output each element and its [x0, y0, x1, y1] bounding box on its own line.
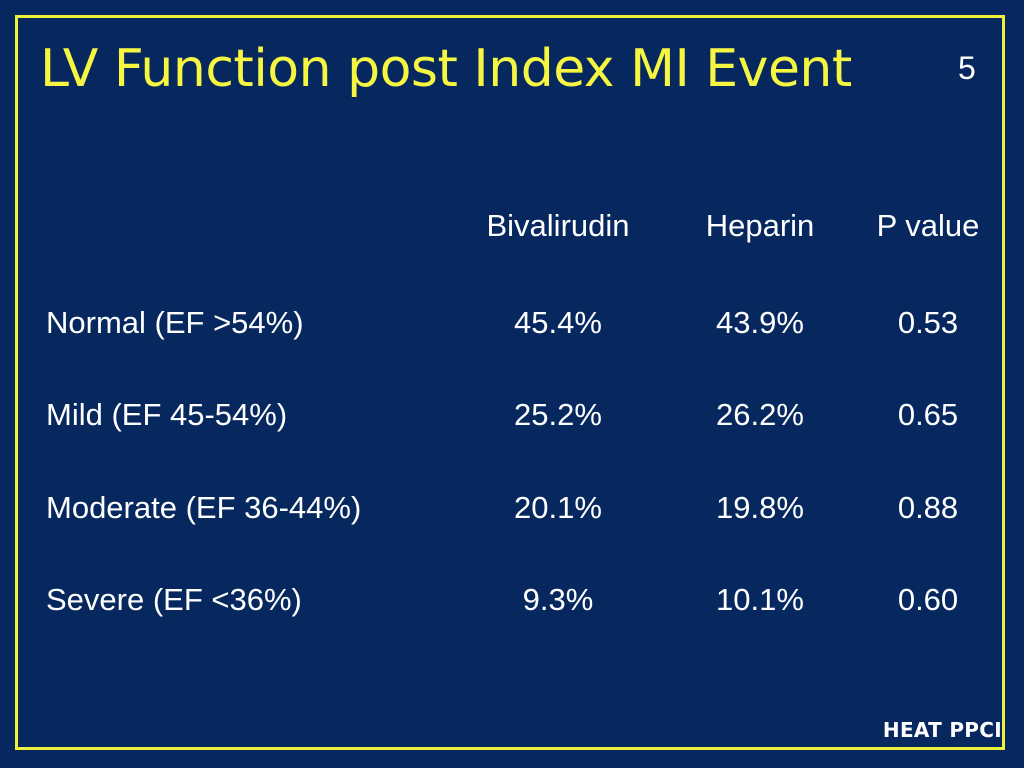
- cell-normal-bivalirudin: 45.4%: [514, 305, 602, 340]
- cell-normal-heparin: 43.9%: [716, 305, 804, 340]
- cell-normal-p-value: 0.53: [897, 305, 959, 340]
- slide-border: [15, 15, 1005, 750]
- row-label-mild: Mild (EF 45-54%): [46, 397, 288, 432]
- column-header-bivalirudin: Bivalirudin: [486, 208, 630, 243]
- row-label-severe: Severe (EF <36%): [46, 582, 302, 617]
- cell-mild-p-value: 0.65: [897, 397, 959, 432]
- cell-moderate-bivalirudin: 20.1%: [514, 490, 602, 525]
- cell-moderate-p-value: 0.88: [897, 490, 959, 525]
- column-header-p-value: P value: [876, 208, 980, 243]
- footer-label: HEAT PPCI: [882, 718, 1002, 742]
- cell-severe-heparin: 10.1%: [716, 582, 804, 617]
- row-label-moderate: Moderate (EF 36-44%): [46, 490, 362, 525]
- cell-severe-bivalirudin: 9.3%: [522, 582, 594, 617]
- cell-severe-p-value: 0.60: [897, 582, 959, 617]
- slide-title: LV Function post Index MI Event: [40, 39, 852, 99]
- cell-moderate-heparin: 19.8%: [716, 490, 804, 525]
- cell-mild-bivalirudin: 25.2%: [514, 397, 602, 432]
- row-label-normal: Normal (EF >54%): [46, 305, 304, 340]
- cell-mild-heparin: 26.2%: [716, 397, 804, 432]
- column-header-heparin: Heparin: [705, 208, 815, 243]
- slide-number: 5: [958, 50, 976, 86]
